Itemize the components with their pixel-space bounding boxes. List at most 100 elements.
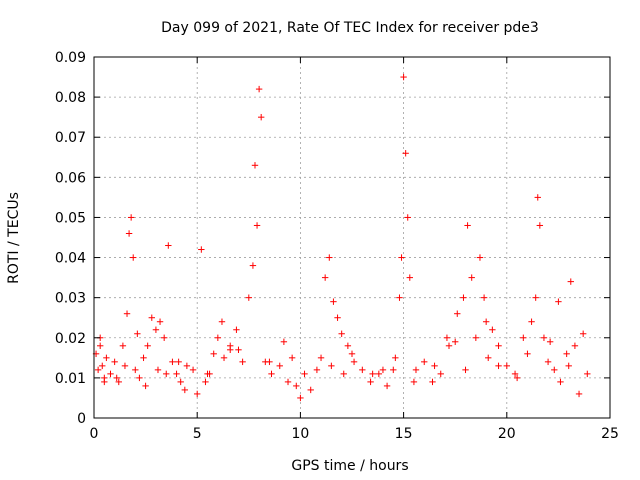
data-point <box>253 222 261 229</box>
data-point <box>495 362 502 370</box>
data-point <box>400 73 407 81</box>
data-point <box>476 254 484 261</box>
data-point <box>111 358 118 366</box>
data-point <box>404 214 411 221</box>
data-point <box>396 294 403 301</box>
data-point <box>276 362 283 370</box>
data-point <box>480 294 488 301</box>
data-point <box>165 242 172 249</box>
data-point <box>328 362 335 370</box>
data-point <box>218 318 226 325</box>
data-point <box>148 314 155 321</box>
data-point <box>103 354 110 362</box>
data-point <box>297 394 304 402</box>
y-tick-label: 0.05 <box>55 210 86 226</box>
data-point <box>489 326 496 333</box>
data-point <box>194 390 201 398</box>
data-point <box>460 294 467 301</box>
data-point <box>359 366 366 374</box>
x-axis-label: GPS time / hours <box>291 458 408 474</box>
data-point <box>140 354 147 362</box>
data-point <box>398 254 405 261</box>
data-point <box>429 378 436 386</box>
data-point <box>402 150 409 157</box>
data-point <box>175 358 182 366</box>
data-point <box>464 222 471 229</box>
data-point <box>183 362 191 370</box>
y-tick-label: 0.03 <box>55 291 86 307</box>
data-point <box>392 354 399 362</box>
data-point <box>257 113 265 121</box>
data-point <box>528 318 535 325</box>
data-point <box>154 366 162 374</box>
data-point <box>210 350 217 358</box>
data-point <box>245 294 252 301</box>
data-point <box>338 330 345 337</box>
data-point <box>121 362 129 370</box>
data-point <box>412 366 420 374</box>
data-point <box>575 390 583 398</box>
grid <box>94 57 610 418</box>
data-point <box>443 334 451 341</box>
data-point <box>288 354 296 362</box>
data-point <box>445 342 453 349</box>
data-point <box>96 342 104 349</box>
data-point <box>579 330 587 337</box>
data-point <box>482 318 490 325</box>
data-point <box>524 350 531 358</box>
data-point <box>326 254 333 261</box>
data-point <box>330 298 337 305</box>
data-point <box>307 386 314 394</box>
data-point <box>227 346 234 354</box>
data-point <box>379 366 387 374</box>
data-point <box>383 382 391 390</box>
data-point <box>233 326 240 333</box>
data-point <box>134 330 141 337</box>
data-point <box>367 378 374 386</box>
data-point <box>462 366 469 374</box>
data-point <box>563 350 570 358</box>
data-point <box>565 362 572 370</box>
data-point <box>101 378 108 386</box>
data-point <box>144 342 151 349</box>
data-point <box>437 370 444 378</box>
data-point <box>317 354 325 362</box>
data-point <box>115 378 122 386</box>
data-point <box>375 370 383 378</box>
data-point <box>485 354 492 362</box>
y-axis-label: ROTI / TECUs <box>6 192 22 284</box>
data-point <box>204 370 211 378</box>
data-point <box>268 370 275 378</box>
data-point <box>344 342 352 349</box>
data-point <box>160 334 168 341</box>
data-point <box>511 370 519 378</box>
data-point <box>220 354 228 362</box>
data-point <box>540 334 548 341</box>
data-point <box>513 374 521 382</box>
data-point <box>255 85 263 93</box>
data-point <box>551 366 558 374</box>
data-point <box>348 350 356 358</box>
data-point <box>532 294 539 301</box>
data-point <box>198 246 205 253</box>
data-point <box>571 342 579 349</box>
data-point <box>152 326 160 333</box>
data-point <box>156 318 164 325</box>
data-point <box>280 338 288 345</box>
data-point <box>127 214 135 221</box>
data-point <box>472 334 480 341</box>
data-point <box>284 378 292 386</box>
plot-frame <box>93 56 611 419</box>
data-point <box>239 358 246 366</box>
data-point <box>293 382 300 390</box>
data-point <box>452 338 459 345</box>
y-tick-label: 0.01 <box>55 371 86 387</box>
data-point <box>132 366 139 374</box>
y-tick-label: 0 <box>77 411 86 427</box>
data-point <box>431 362 438 370</box>
data-point <box>534 194 541 201</box>
data-point <box>266 358 273 366</box>
y-tick-label: 0.06 <box>55 170 86 186</box>
x-axis-ticks: 0 5 10 15 20 25 <box>90 57 619 442</box>
data-point <box>142 382 149 390</box>
